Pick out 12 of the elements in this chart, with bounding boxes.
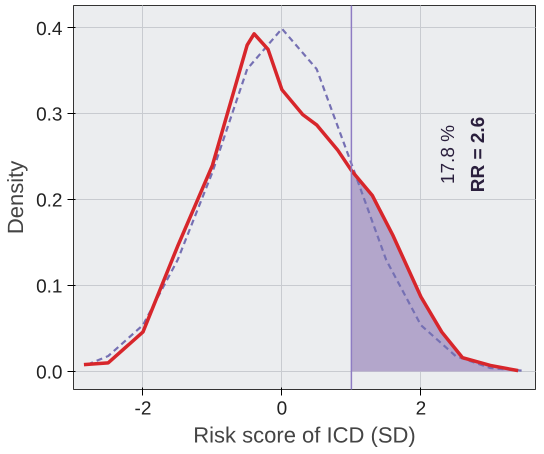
y-axis-title: Density xyxy=(3,160,28,234)
x-tick-label: 0 xyxy=(276,398,288,420)
y-tick-label: 0.1 xyxy=(36,276,63,298)
y-tick-label: 0.2 xyxy=(36,190,63,212)
x-tick-label: 2 xyxy=(416,398,426,420)
annotation: RR = 2.6 xyxy=(468,116,489,192)
annotation: 17.8 % xyxy=(438,124,459,184)
x-tick-label: -2 xyxy=(134,398,152,420)
y-tick-label: 0.3 xyxy=(36,104,63,126)
y-tick-label: 0.4 xyxy=(36,18,63,40)
x-axis-title: Risk score of ICD (SD) xyxy=(193,422,416,448)
y-tick-label: 0.0 xyxy=(36,362,63,384)
